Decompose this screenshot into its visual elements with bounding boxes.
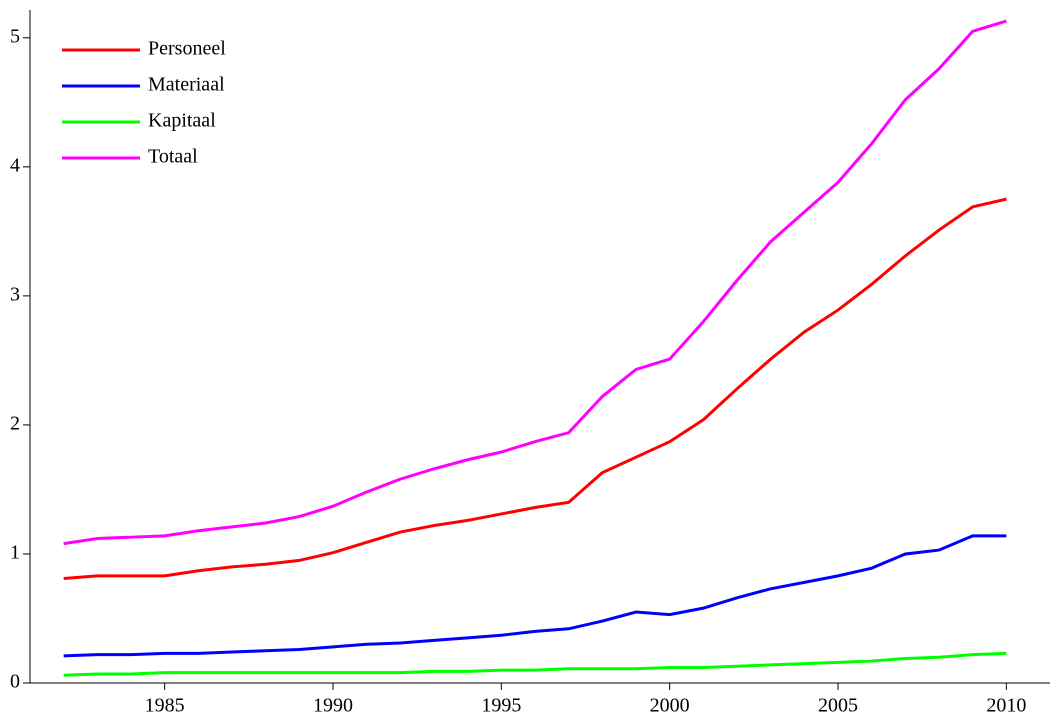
series-line <box>63 534 1007 658</box>
x-tick-label: 2010 <box>986 695 1026 717</box>
legend-label: Totaal <box>148 146 198 168</box>
y-tick-label: 1 <box>10 542 20 564</box>
y-tick-label: 4 <box>10 154 20 176</box>
y-tick-label: 5 <box>10 25 20 47</box>
legend-label: Personeel <box>148 38 226 60</box>
y-tick-label: 2 <box>10 413 20 435</box>
legend-label: Materiaal <box>148 74 225 96</box>
x-tick-label: 1990 <box>313 695 353 717</box>
y-tick-label: 0 <box>10 671 20 693</box>
series-line <box>63 197 1007 580</box>
y-tick-label: 3 <box>10 283 20 305</box>
x-tick-label: 1995 <box>481 695 521 717</box>
legend-label: Kapitaal <box>148 110 216 132</box>
x-tick-label: 2000 <box>650 695 690 717</box>
x-tick-label: 2005 <box>818 695 858 717</box>
series-line <box>63 651 1007 677</box>
series-line <box>63 19 1007 546</box>
x-tick-label: 1985 <box>145 695 185 717</box>
